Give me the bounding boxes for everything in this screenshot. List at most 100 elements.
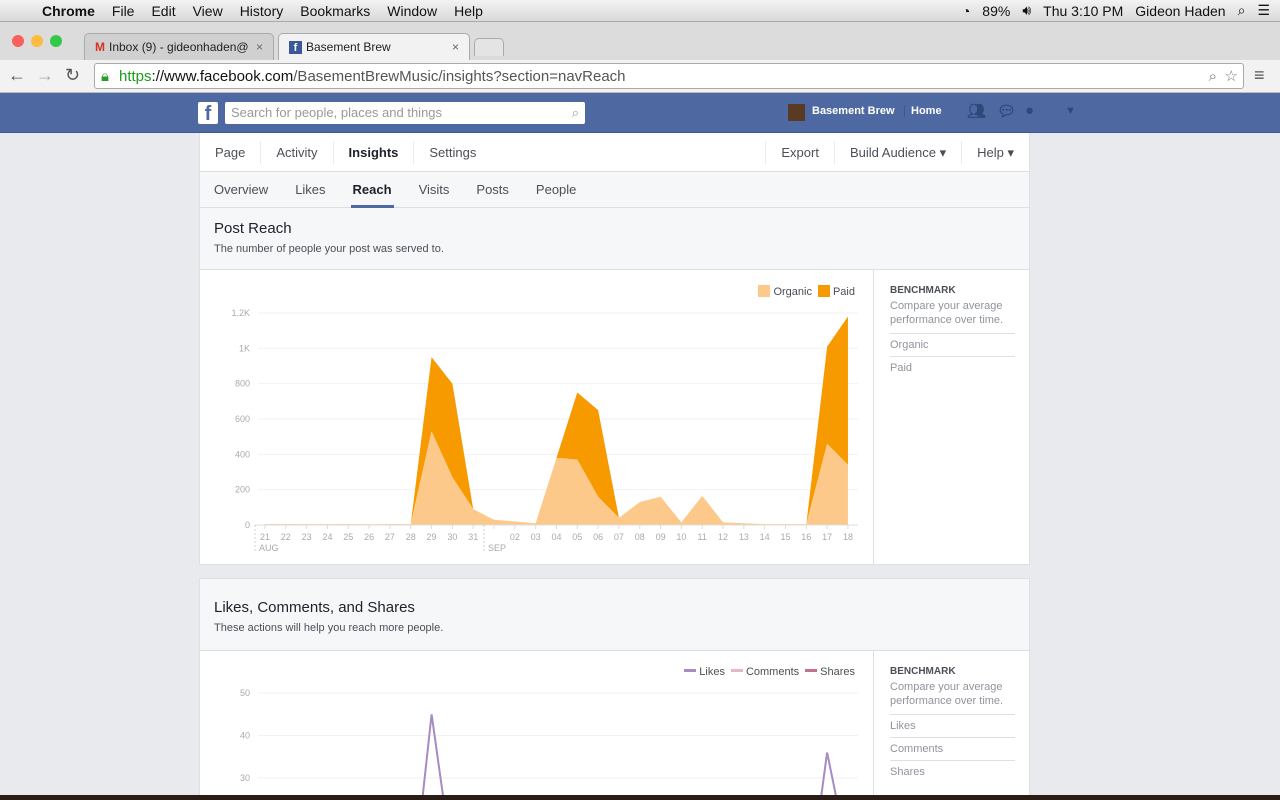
user-name[interactable]: Gideon Haden	[1135, 2, 1226, 19]
back-icon[interactable]: ←	[8, 65, 26, 85]
section-title: Post Reach	[214, 220, 292, 237]
page-nav: Page Activity Insights Settings Export B…	[199, 133, 1030, 172]
menu-file[interactable]: File	[111, 2, 135, 19]
menu-edit[interactable]: Edit	[151, 2, 176, 19]
nav-activity[interactable]: Activity	[261, 140, 334, 164]
tab-posts[interactable]: Posts	[476, 182, 509, 197]
chrome-menu-icon[interactable]: ≡	[1254, 65, 1265, 85]
legend-comments[interactable]: Comments	[730, 666, 799, 678]
benchmark-shares[interactable]: Shares	[890, 766, 925, 778]
nav-settings[interactable]: Settings	[429, 144, 477, 160]
tab-strip: M Inbox (9) - gideonhaden@ × f Basement Bre…	[0, 22, 1280, 60]
close-window-button[interactable]	[12, 35, 24, 47]
spotlight-icon[interactable]: ⌕	[1237, 2, 1246, 18]
tab-visits[interactable]: Visits	[418, 182, 450, 197]
x-tick-label: 07	[614, 532, 624, 542]
x-tick-label: 22	[281, 532, 291, 542]
zoom-window-button[interactable]	[50, 35, 62, 47]
x-tick-label: 05	[572, 532, 582, 542]
home-link[interactable]: Home	[904, 105, 942, 117]
tab-overview[interactable]: Overview	[214, 182, 269, 197]
menu-view[interactable]: View	[192, 2, 223, 19]
forward-icon[interactable]: →	[36, 65, 54, 85]
x-tick-label: 09	[656, 532, 666, 542]
battery-status[interactable]: 89%	[982, 2, 1011, 19]
x-tick-label: 16	[801, 532, 811, 542]
x-tick-label: 15	[780, 532, 790, 542]
benchmark-panel: BENCHMARK Compare your average performan…	[873, 270, 1029, 564]
messages-icon[interactable]: 💬︎	[997, 103, 1017, 120]
volume-icon[interactable]: 🔊︎	[1022, 2, 1032, 18]
y-tick-label: 1K	[239, 343, 250, 353]
friend-requests-icon[interactable]: 👥︎	[967, 103, 987, 120]
page-name-link[interactable]: Basement Brew	[812, 105, 895, 117]
x-tick-label: 17	[822, 532, 832, 542]
menu-history[interactable]: History	[239, 2, 284, 19]
tab-reach[interactable]: Reach	[350, 172, 394, 208]
nav-insights[interactable]: Insights	[334, 140, 415, 164]
account-menu-caret-icon[interactable]: ▼	[1065, 105, 1076, 117]
x-tick-label: 14	[760, 532, 770, 542]
close-tab-icon[interactable]: ×	[451, 40, 459, 54]
post-reach-chart[interactable]: 0 200 400 600 800 1K 1.2K 21 22 23 24 25 26 27 28 29 30 3…	[200, 270, 875, 564]
zoom-icon[interactable]: ⌕	[1208, 67, 1217, 85]
menu-bookmarks[interactable]: Bookmarks	[300, 2, 371, 19]
tab-gmail[interactable]: M Inbox (9) - gideonhaden@ ×	[84, 33, 274, 60]
benchmark-organic[interactable]: Organic	[890, 334, 1015, 357]
x-tick-label: 18	[843, 532, 853, 542]
facebook-logo[interactable]: f	[198, 102, 218, 125]
post-reach-card: Post Reach The number of people your post…	[199, 208, 1030, 565]
y-tick-label: 0	[245, 520, 250, 530]
x-tick-label: 13	[739, 532, 749, 542]
x-tick-label: 25	[343, 532, 353, 542]
build-audience-dropdown[interactable]: Build Audience ▾	[835, 140, 963, 164]
clock[interactable]: Thu 3:10 PM	[1043, 2, 1124, 19]
month-label: AUG	[259, 543, 279, 553]
y-tick-label: 50	[240, 688, 250, 698]
new-tab-button[interactable]	[474, 38, 504, 56]
benchmark-likes[interactable]: Likes	[890, 715, 1015, 738]
minimize-window-button[interactable]	[31, 35, 43, 47]
benchmark-comments[interactable]: Comments	[890, 738, 1015, 761]
x-tick-label: 11	[698, 532, 707, 542]
benchmark-paid[interactable]: Paid	[890, 362, 913, 374]
x-tick-label: 29	[427, 532, 437, 542]
x-tick-label: 28	[406, 532, 416, 542]
insights-subnav: Overview Likes Reach Visits Posts People	[199, 172, 1030, 208]
section-title: Likes, Comments, and Shares	[214, 599, 415, 616]
legend-organic[interactable]: Organic	[758, 285, 812, 298]
help-dropdown[interactable]: Help ▾	[977, 144, 1014, 160]
notifications-globe-icon[interactable]: ●	[1025, 102, 1035, 119]
bookmark-star-icon[interactable]: ☆	[1224, 68, 1238, 85]
month-label: SEP	[488, 543, 506, 553]
y-tick-label: 600	[235, 414, 250, 424]
tab-basement-brew[interactable]: f Basement Brew ×	[278, 33, 470, 60]
legend-likes[interactable]: Likes	[684, 666, 725, 678]
likes-comments-shares-card: Likes, Comments, and Shares These actions…	[199, 578, 1030, 797]
browser-toolbar: ← → ↻ 🔒︎ https://www.facebook.com/Baseme…	[0, 60, 1280, 93]
nav-page[interactable]: Page	[200, 140, 262, 164]
x-tick-label: 04	[551, 532, 561, 542]
tab-people[interactable]: People	[535, 182, 577, 197]
x-tick-label: 24	[322, 532, 332, 542]
legend-shares[interactable]: Shares	[805, 666, 855, 678]
likes-comments-shares-chart[interactable]: 30 40 50	[200, 651, 875, 796]
lock-icon: 🔒︎	[101, 67, 109, 85]
wifi-icon[interactable]: ◔	[961, 2, 971, 19]
tab-likes[interactable]: Likes	[295, 182, 326, 197]
legend-paid[interactable]: Paid	[817, 285, 855, 298]
notification-center-icon[interactable]: ☰	[1257, 2, 1270, 18]
export-button[interactable]: Export	[765, 140, 835, 164]
menu-app[interactable]: Chrome	[42, 2, 95, 19]
search-input[interactable]: Search for people, places and things ⌕	[225, 102, 585, 124]
reload-icon[interactable]: ↻	[65, 65, 81, 85]
page-avatar[interactable]	[788, 104, 805, 121]
close-tab-icon[interactable]: ×	[255, 40, 263, 54]
x-tick-label: 31	[468, 532, 478, 542]
address-bar[interactable]: 🔒︎ https://www.facebook.com/BasementBrew…	[94, 63, 1244, 89]
section-subtitle: These actions will help you reach more p…	[214, 622, 444, 634]
menu-window[interactable]: Window	[387, 2, 438, 19]
chart-legend: Likes Comments Shares	[684, 666, 855, 678]
search-icon[interactable]: ⌕	[571, 105, 579, 120]
menu-help[interactable]: Help	[454, 2, 483, 19]
